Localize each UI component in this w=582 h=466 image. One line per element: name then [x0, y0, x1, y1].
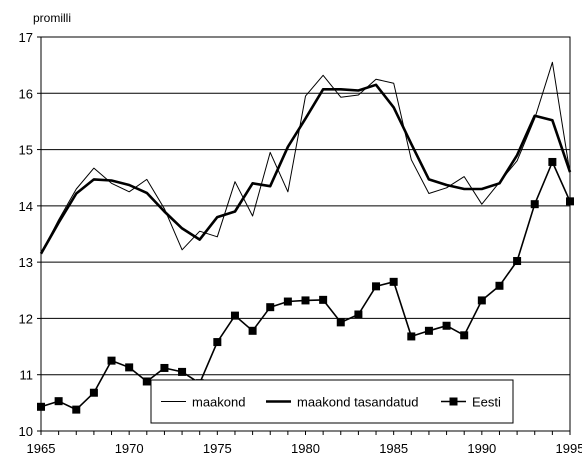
data-point-eesti	[230, 311, 239, 320]
data-point-eesti	[460, 331, 469, 340]
data-point-eesti	[566, 197, 574, 206]
x-tick-label: 1995	[556, 441, 582, 456]
data-point-eesti	[477, 296, 486, 305]
data-point-eesti	[424, 326, 433, 335]
data-point-eesti	[548, 157, 557, 166]
y-tick-label: 14	[19, 199, 33, 214]
data-point-eesti	[336, 318, 345, 327]
x-tick-label: 1985	[379, 441, 408, 456]
y-tick-label: 13	[19, 255, 33, 270]
legend-label-eesti: Eesti	[472, 395, 501, 410]
data-point-eesti	[372, 282, 381, 291]
data-point-eesti	[495, 281, 504, 290]
data-point-eesti	[72, 405, 81, 414]
data-point-eesti	[407, 332, 416, 341]
series-group	[37, 61, 574, 414]
data-point-eesti	[37, 402, 45, 411]
y-axis-ticks: 10 11 12 13 14 15 16 17	[19, 30, 41, 439]
legend-marker-eesti	[449, 397, 458, 406]
series-line-maakond	[40, 61, 571, 254]
data-point-eesti	[442, 321, 451, 330]
data-point-eesti	[89, 388, 98, 397]
y-tick-label: 11	[20, 368, 34, 383]
legend-label-maakond: maakond	[192, 395, 245, 410]
data-point-eesti	[283, 297, 292, 306]
series-line-maakond-tasandatud	[39, 83, 572, 255]
data-point-eesti	[266, 303, 275, 312]
data-point-eesti	[530, 200, 539, 209]
x-tick-label: 1990	[467, 441, 496, 456]
y-tick-label: 17	[19, 30, 33, 45]
data-point-eesti	[301, 296, 310, 305]
data-point-eesti	[178, 367, 187, 376]
y-tick-label: 12	[19, 311, 33, 326]
y-tick-label: 15	[19, 143, 33, 158]
data-point-eesti	[513, 257, 522, 266]
x-axis-ticks: 1965 1970 1975 1980 1985 1990 1995	[27, 431, 582, 456]
data-point-eesti	[319, 295, 328, 304]
x-tick-label: 1975	[203, 441, 232, 456]
y-tick-label: 10	[19, 424, 33, 439]
x-tick-label: 1965	[27, 441, 56, 456]
legend: maakond maakond tasandatud Eesti	[150, 379, 514, 424]
y-tick-label: 16	[19, 86, 33, 101]
data-point-eesti	[389, 277, 398, 286]
y-axis-unit-label: promilli	[33, 11, 71, 25]
data-point-eesti	[160, 363, 169, 372]
gridlines	[41, 92, 570, 376]
x-tick-label: 1980	[291, 441, 320, 456]
data-point-eesti	[142, 377, 151, 386]
x-tick-label: 1970	[115, 441, 144, 456]
legend-label-maakond-tasandatud: maakond tasandatud	[297, 395, 418, 410]
data-point-eesti	[248, 326, 257, 335]
data-point-eesti	[125, 363, 134, 372]
data-point-eesti	[54, 397, 63, 406]
data-point-eesti	[213, 338, 222, 347]
data-point-eesti	[354, 310, 363, 319]
data-point-eesti	[107, 356, 116, 365]
series-line-eesti	[40, 161, 571, 411]
